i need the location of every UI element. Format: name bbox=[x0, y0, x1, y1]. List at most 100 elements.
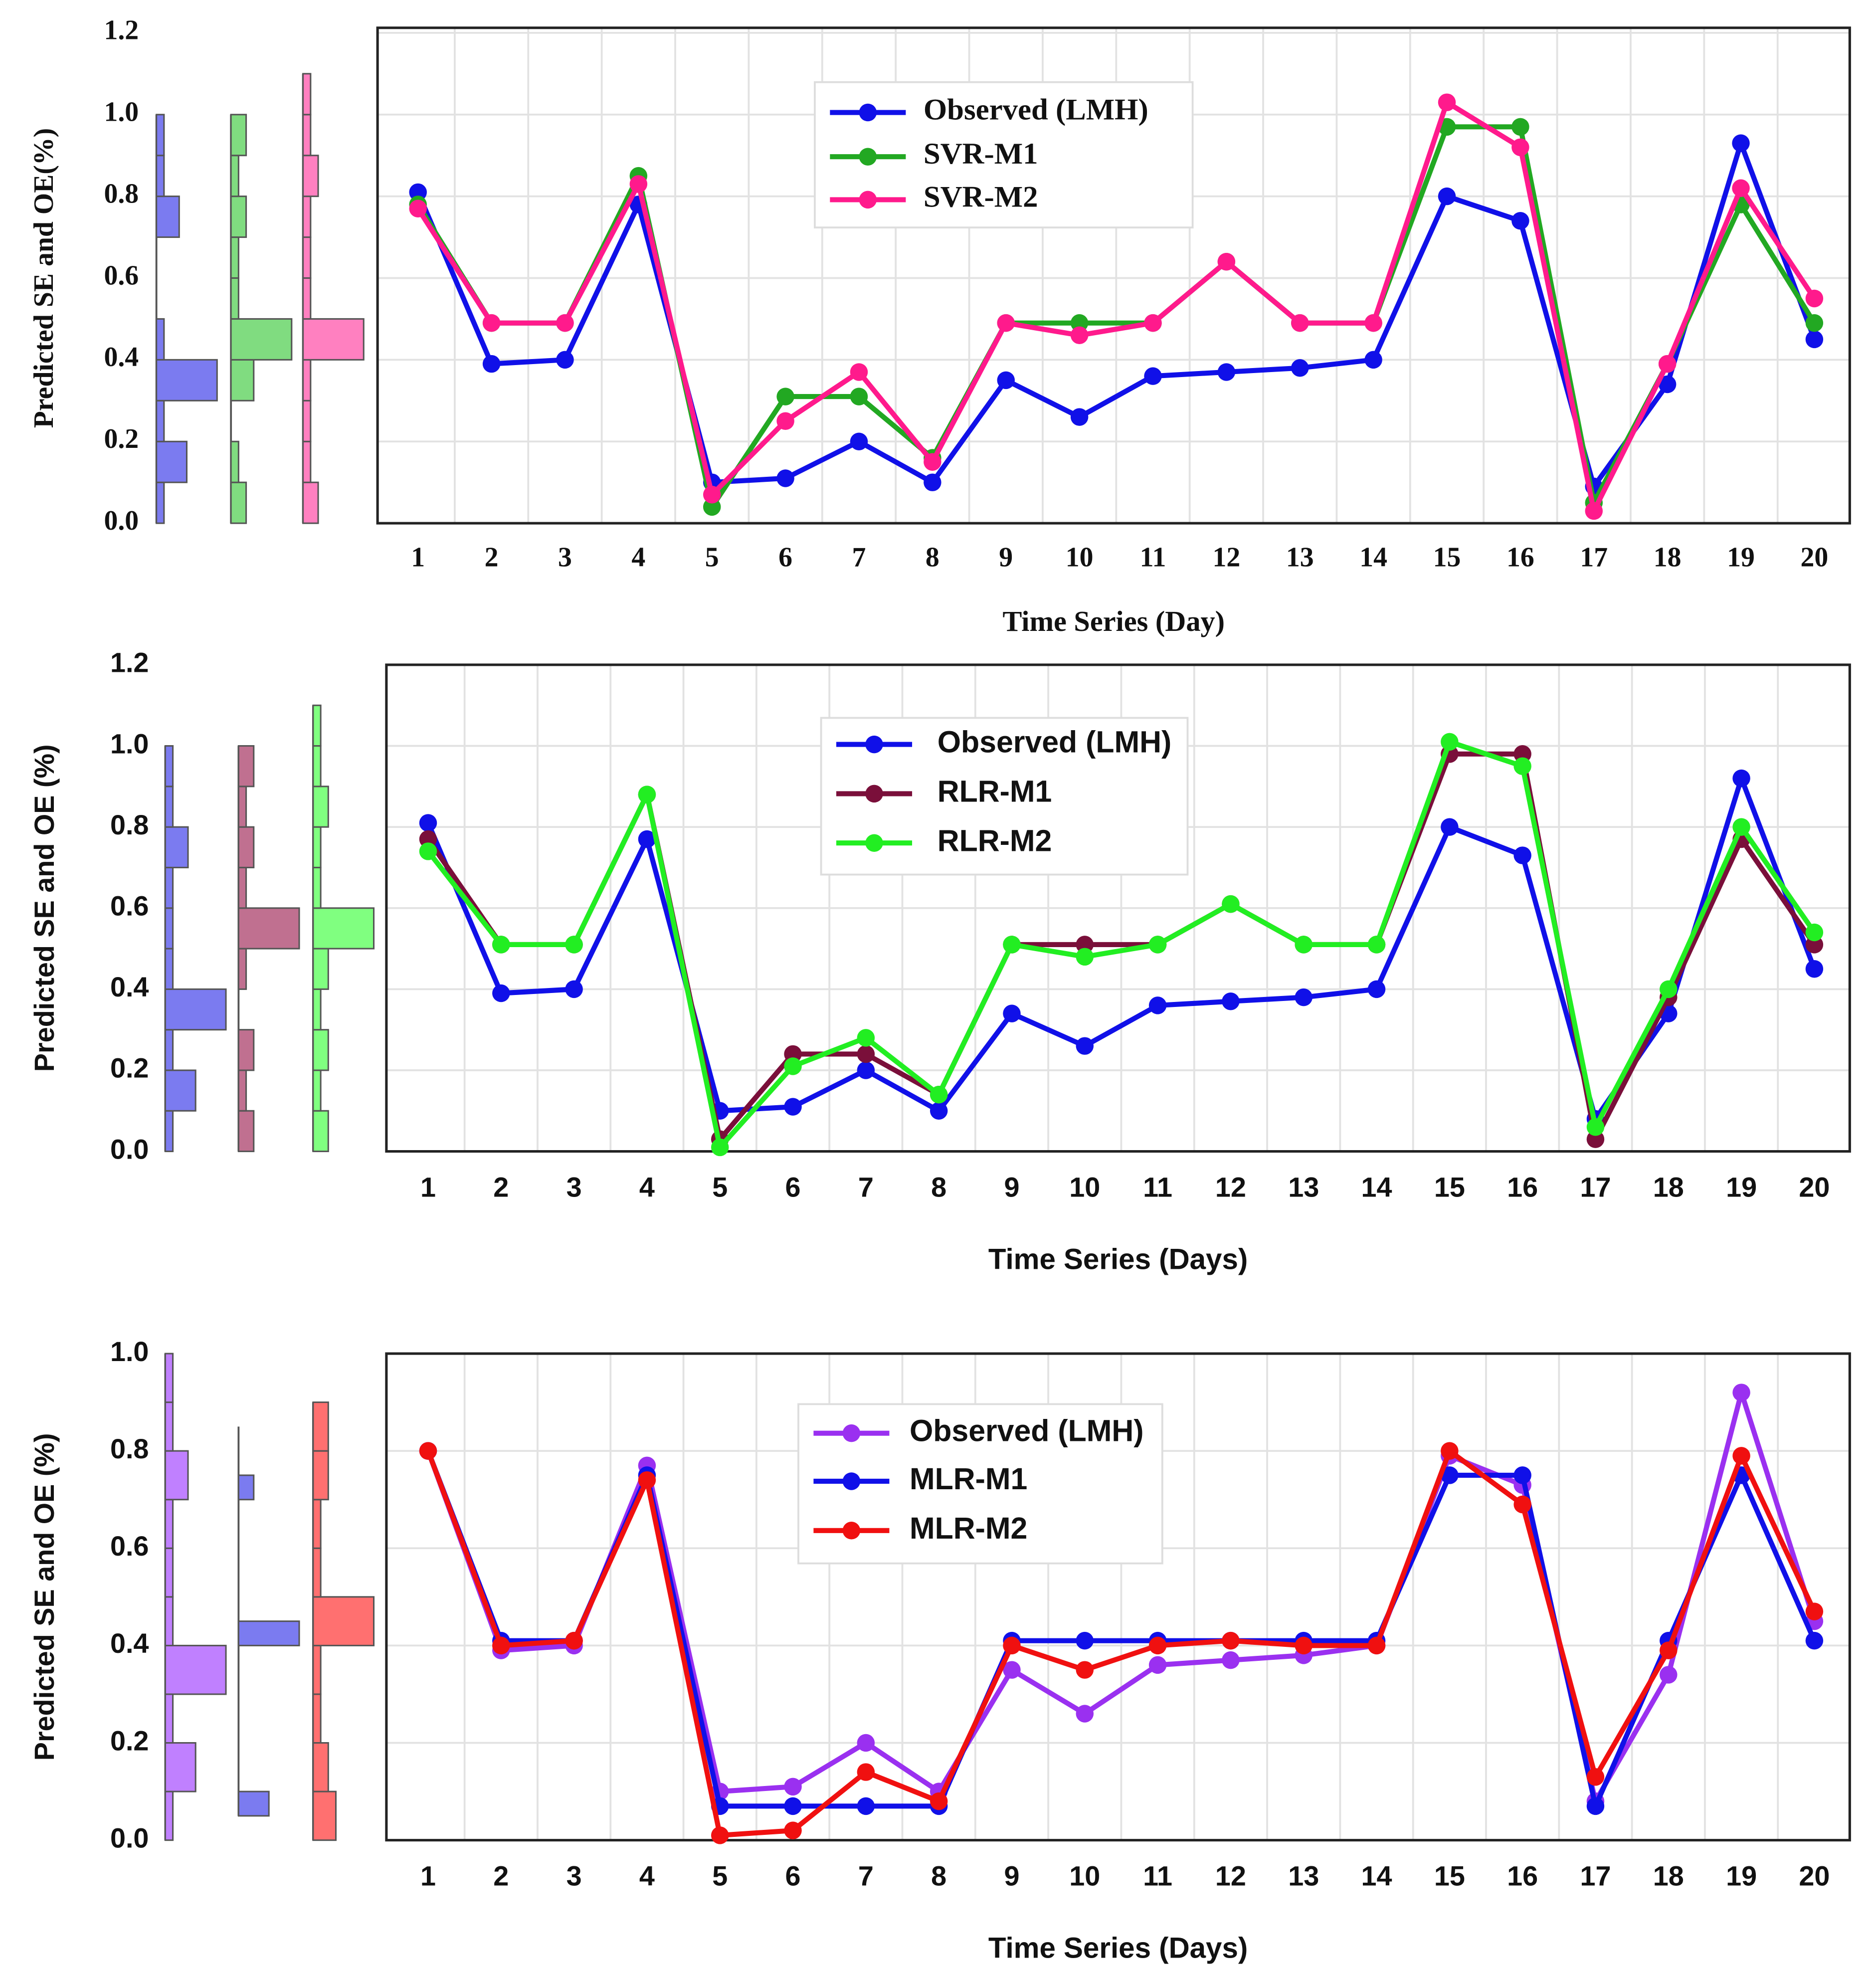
histogram-bar bbox=[164, 1353, 174, 1403]
panel: 0.00.20.40.60.81.01.21 2 3 4 5 6 7 8 9 10 11 12 13 14… bbox=[28, 15, 1851, 637]
series-marker bbox=[565, 1631, 583, 1650]
series-marker bbox=[784, 1098, 802, 1116]
series-marker bbox=[1295, 988, 1313, 1006]
histogram-bar bbox=[302, 359, 312, 401]
histogram-bar bbox=[237, 1474, 255, 1501]
series-marker bbox=[1144, 367, 1162, 385]
legend-label: SVR-M1 bbox=[924, 137, 1038, 171]
x-tick-label: 3 bbox=[566, 1860, 582, 1891]
histogram-bar bbox=[302, 236, 312, 279]
y-tick-label: 1.0 bbox=[104, 97, 139, 128]
series-marker bbox=[1805, 330, 1824, 349]
series-marker bbox=[1070, 326, 1089, 344]
x-tick-label: 12 bbox=[1215, 1860, 1246, 1891]
series-marker bbox=[1364, 351, 1382, 369]
series-marker bbox=[638, 1471, 656, 1489]
histogram-bar bbox=[164, 907, 174, 950]
series-marker bbox=[1660, 980, 1678, 998]
histogram-bar bbox=[230, 114, 247, 157]
series-marker bbox=[419, 830, 437, 848]
series-marker bbox=[482, 355, 501, 373]
x-tick-label: 15 bbox=[1434, 1860, 1465, 1891]
y-axis-label: Predicted SE and OE (%) bbox=[29, 1433, 60, 1761]
series-marker bbox=[638, 786, 656, 803]
x-tick-label: 13 bbox=[1286, 542, 1314, 573]
histogram-bar bbox=[164, 1069, 196, 1112]
x-axis-label: Time Series (Days) bbox=[988, 1243, 1248, 1275]
y-tick-label: 0.6 bbox=[110, 1531, 149, 1562]
series-marker bbox=[1805, 1602, 1824, 1620]
series-marker bbox=[1732, 1384, 1750, 1401]
histogram-bar bbox=[237, 1620, 300, 1646]
legend-label: RLR-M2 bbox=[938, 823, 1052, 857]
x-tick-label: 4 bbox=[639, 1172, 655, 1202]
histogram-bar bbox=[312, 948, 329, 990]
x-axis-label: Time Series (Days) bbox=[988, 1932, 1248, 1965]
x-tick-label: 11 bbox=[1143, 1860, 1172, 1891]
series-marker bbox=[1660, 1641, 1678, 1659]
x-tick-label: 18 bbox=[1654, 542, 1682, 573]
series-marker bbox=[850, 388, 868, 405]
y-axis-label: Predicted SE and OE (%) bbox=[29, 744, 60, 1072]
series-marker bbox=[997, 314, 1015, 332]
x-tick-label: 11 bbox=[1143, 1172, 1172, 1202]
x-tick-label: 5 bbox=[712, 1860, 728, 1891]
x-tick-label: 15 bbox=[1434, 1172, 1465, 1202]
series-marker bbox=[776, 388, 794, 405]
y-tick-label: 1.0 bbox=[110, 728, 149, 759]
x-tick-label: 19 bbox=[1726, 1172, 1757, 1202]
plot-frame bbox=[385, 663, 1851, 1153]
series-marker bbox=[711, 1138, 729, 1157]
legend-label: MLR-M1 bbox=[910, 1462, 1027, 1496]
histogram-bar bbox=[302, 399, 312, 442]
x-tick-label: 4 bbox=[631, 542, 645, 573]
histogram-bar bbox=[312, 866, 322, 909]
series-marker bbox=[629, 175, 648, 193]
y-tick-label: 1.0 bbox=[110, 1336, 149, 1367]
plot-frame bbox=[385, 1352, 1851, 1842]
legend-marker bbox=[859, 148, 877, 166]
x-tick-label: 10 bbox=[1066, 542, 1094, 573]
series-marker bbox=[492, 936, 510, 954]
series-marker bbox=[1513, 1495, 1531, 1514]
histogram-bar bbox=[156, 155, 165, 198]
histogram-bar bbox=[237, 1069, 247, 1112]
series-marker bbox=[1148, 1656, 1167, 1674]
y-tick-label: 1.2 bbox=[104, 15, 139, 46]
y-axis-label: Predicted SE and OE(%) bbox=[28, 128, 59, 428]
histogram-bar bbox=[302, 440, 312, 483]
series-marker bbox=[1291, 314, 1309, 332]
histogram-bar bbox=[312, 1742, 329, 1792]
histogram-bar bbox=[312, 907, 375, 950]
series-marker bbox=[1222, 1651, 1240, 1669]
histogram-bar bbox=[164, 1110, 174, 1153]
series-marker bbox=[1658, 355, 1677, 373]
x-tick-label: 5 bbox=[712, 1172, 728, 1202]
series-marker bbox=[1217, 252, 1236, 271]
x-tick-label: 13 bbox=[1288, 1860, 1319, 1891]
series-marker bbox=[1070, 314, 1089, 332]
x-tick-label: 9 bbox=[999, 542, 1013, 573]
histogram-bar bbox=[312, 745, 322, 788]
series-marker bbox=[1805, 1631, 1824, 1650]
histogram-bar bbox=[230, 196, 247, 238]
series-marker bbox=[930, 1792, 948, 1810]
series-marker bbox=[1805, 960, 1824, 978]
legend-marker bbox=[865, 735, 883, 754]
series-marker bbox=[1658, 375, 1677, 394]
histogram-bar bbox=[164, 1450, 189, 1501]
x-tick-label: 10 bbox=[1069, 1860, 1100, 1891]
plot-frame bbox=[376, 26, 1851, 525]
series-marker bbox=[556, 351, 574, 369]
series-marker bbox=[776, 412, 794, 430]
x-tick-label: 16 bbox=[1507, 1172, 1538, 1202]
histogram-bar bbox=[164, 786, 174, 828]
series-marker bbox=[1076, 1661, 1094, 1679]
series-marker bbox=[1805, 289, 1824, 308]
histogram-bar bbox=[230, 236, 239, 279]
series-marker bbox=[1076, 1631, 1094, 1650]
x-tick-label: 16 bbox=[1507, 1860, 1538, 1891]
histogram-bar bbox=[237, 948, 247, 990]
x-tick-label: 2 bbox=[493, 1172, 509, 1202]
histogram-bar bbox=[230, 277, 239, 320]
